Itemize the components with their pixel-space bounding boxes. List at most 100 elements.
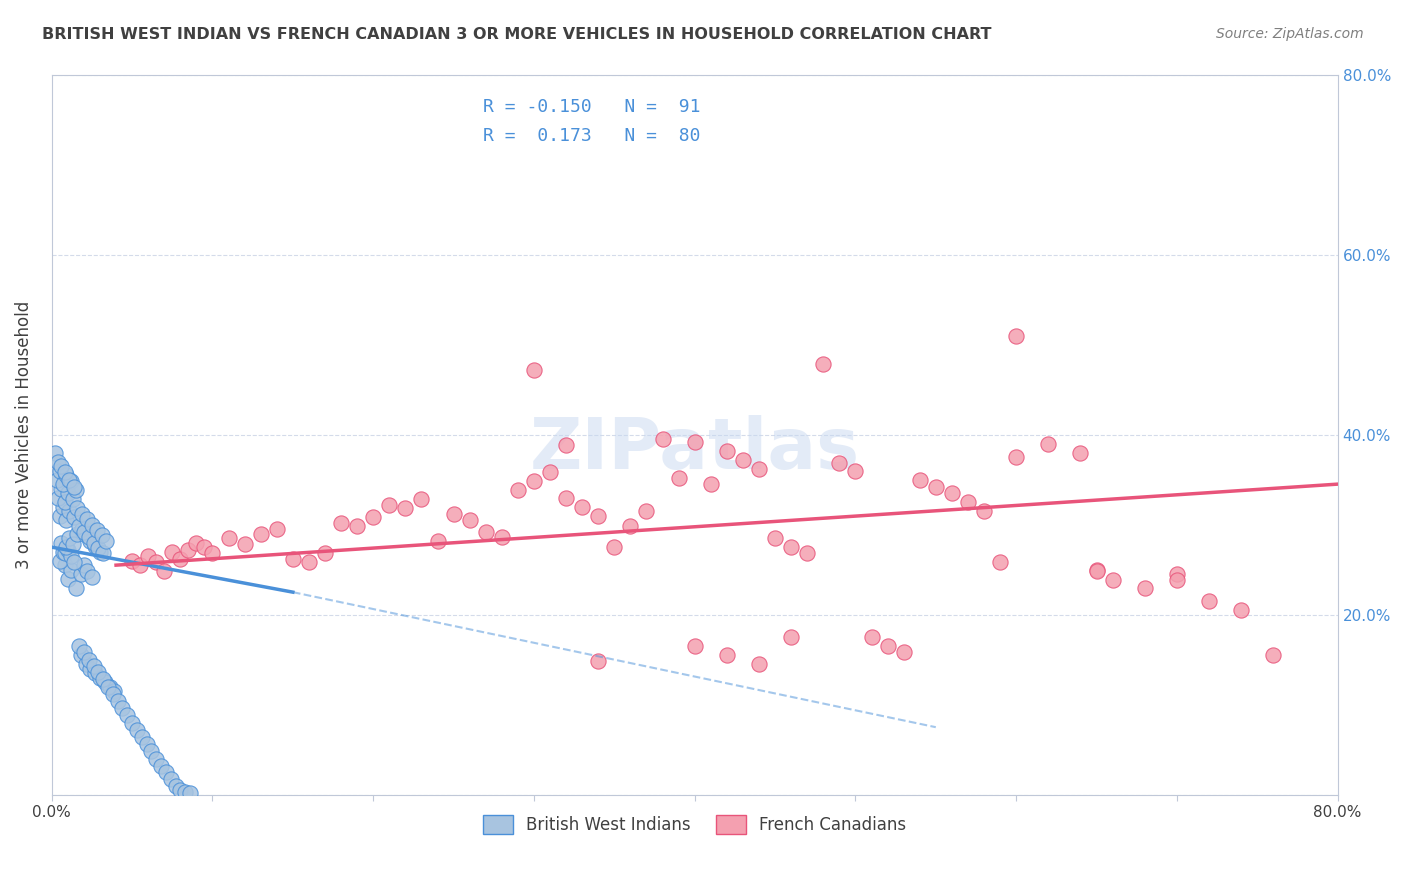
British West Indians bbox=[51, 482, 73, 496]
British West Indians bbox=[169, 783, 191, 797]
French Canadians bbox=[763, 531, 786, 545]
French Canadians bbox=[361, 510, 384, 524]
French Canadians bbox=[716, 443, 738, 458]
French Canadians bbox=[129, 558, 152, 573]
British West Indians bbox=[51, 459, 73, 474]
British West Indians bbox=[83, 659, 105, 673]
British West Indians bbox=[63, 510, 86, 524]
British West Indians bbox=[91, 546, 114, 560]
British West Indians bbox=[52, 544, 75, 558]
British West Indians bbox=[51, 535, 73, 549]
British West Indians bbox=[58, 473, 80, 487]
French Canadians bbox=[876, 639, 898, 653]
French Canadians bbox=[780, 630, 803, 644]
British West Indians bbox=[62, 492, 84, 507]
French Canadians bbox=[683, 639, 706, 653]
French Canadians bbox=[1166, 574, 1188, 588]
French Canadians bbox=[506, 483, 529, 498]
French Canadians bbox=[523, 475, 546, 489]
French Canadians bbox=[145, 556, 167, 570]
French Canadians bbox=[1085, 565, 1108, 579]
British West Indians bbox=[125, 723, 148, 737]
French Canadians bbox=[651, 432, 673, 446]
French Canadians bbox=[1230, 603, 1253, 617]
British West Indians bbox=[58, 531, 80, 545]
French Canadians bbox=[586, 508, 609, 523]
French Canadians bbox=[1133, 581, 1156, 595]
British West Indians bbox=[46, 491, 69, 505]
British West Indians bbox=[83, 535, 105, 549]
British West Indians bbox=[65, 483, 87, 498]
British West Indians bbox=[66, 501, 89, 516]
British West Indians bbox=[174, 785, 197, 799]
Text: R =  0.173   N =  80: R = 0.173 N = 80 bbox=[482, 127, 700, 145]
French Canadians bbox=[586, 655, 609, 669]
British West Indians bbox=[90, 528, 112, 542]
British West Indians bbox=[84, 539, 107, 553]
French Canadians bbox=[973, 504, 995, 518]
British West Indians bbox=[145, 752, 167, 766]
French Canadians bbox=[683, 434, 706, 449]
French Canadians bbox=[523, 363, 546, 377]
French Canadians bbox=[908, 473, 931, 487]
British West Indians bbox=[131, 730, 153, 744]
British West Indians bbox=[67, 639, 90, 653]
Text: R = -0.150   N =  91: R = -0.150 N = 91 bbox=[482, 98, 700, 116]
British West Indians bbox=[56, 542, 79, 557]
British West Indians bbox=[101, 687, 124, 701]
British West Indians bbox=[159, 772, 181, 786]
French Canadians bbox=[780, 540, 803, 554]
French Canadians bbox=[186, 535, 208, 549]
French Canadians bbox=[619, 519, 641, 533]
British West Indians bbox=[117, 708, 139, 723]
British West Indians bbox=[72, 507, 94, 521]
Y-axis label: 3 or more Vehicles in Household: 3 or more Vehicles in Household bbox=[15, 301, 32, 569]
French Canadians bbox=[844, 464, 866, 478]
Legend: British West Indians, French Canadians: British West Indians, French Canadians bbox=[472, 805, 917, 844]
British West Indians bbox=[135, 737, 157, 751]
British West Indians bbox=[84, 666, 107, 681]
British West Indians bbox=[73, 645, 96, 659]
British West Indians bbox=[62, 537, 84, 551]
French Canadians bbox=[1005, 450, 1028, 464]
British West Indians bbox=[80, 570, 103, 584]
French Canadians bbox=[394, 501, 416, 516]
British West Indians bbox=[52, 500, 75, 514]
French Canadians bbox=[748, 462, 770, 476]
French Canadians bbox=[281, 552, 304, 566]
British West Indians bbox=[44, 445, 66, 459]
British West Indians bbox=[155, 765, 177, 780]
French Canadians bbox=[571, 500, 593, 514]
French Canadians bbox=[193, 540, 215, 554]
French Canadians bbox=[956, 495, 979, 509]
French Canadians bbox=[233, 537, 256, 551]
French Canadians bbox=[491, 530, 513, 544]
Text: Source: ZipAtlas.com: Source: ZipAtlas.com bbox=[1216, 27, 1364, 41]
French Canadians bbox=[218, 531, 240, 545]
French Canadians bbox=[1166, 567, 1188, 582]
French Canadians bbox=[988, 556, 1011, 570]
British West Indians bbox=[97, 680, 120, 694]
French Canadians bbox=[1085, 563, 1108, 577]
French Canadians bbox=[1101, 574, 1123, 588]
French Canadians bbox=[700, 477, 723, 491]
French Canadians bbox=[411, 492, 433, 507]
British West Indians bbox=[89, 671, 111, 685]
British West Indians bbox=[89, 544, 111, 558]
British West Indians bbox=[53, 495, 76, 509]
British West Indians bbox=[56, 572, 79, 586]
British West Indians bbox=[55, 513, 77, 527]
British West Indians bbox=[49, 508, 72, 523]
French Canadians bbox=[1069, 445, 1091, 459]
British West Indians bbox=[55, 540, 77, 554]
French Canadians bbox=[941, 486, 963, 500]
British West Indians bbox=[76, 512, 98, 526]
French Canadians bbox=[266, 522, 288, 536]
French Canadians bbox=[1198, 594, 1220, 608]
Text: ZIPatlas: ZIPatlas bbox=[530, 415, 859, 483]
French Canadians bbox=[177, 542, 200, 557]
British West Indians bbox=[79, 533, 101, 548]
British West Indians bbox=[63, 556, 86, 570]
French Canadians bbox=[603, 540, 626, 554]
French Canadians bbox=[162, 544, 184, 558]
